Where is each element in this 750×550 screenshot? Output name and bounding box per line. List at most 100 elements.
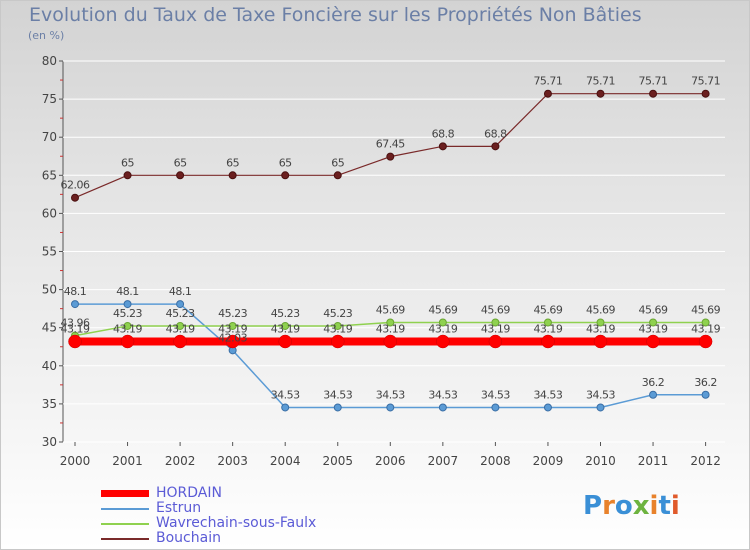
data-label: 45.69 [376,303,405,316]
data-label: 45.69 [639,303,668,316]
data-label: 34.53 [271,388,300,401]
data-label: 75.71 [691,75,720,88]
data-point [491,142,500,151]
x-tick-label: 2009 [533,454,564,468]
x-tick-label: 2000 [60,454,91,468]
data-point [386,152,395,161]
data-point [649,89,658,98]
data-point [698,334,713,349]
data-point [383,334,398,349]
data-label: 43.19 [639,322,668,335]
legend-label-bouchain: Bouchain [156,530,221,546]
x-tick-label: 2012 [690,454,721,468]
logo-letter: i [670,491,680,521]
data-label: 48.1 [116,285,139,298]
y-tick-label: 50 [42,283,57,297]
chart-title: Evolution du Taux de Taxe Foncière sur l… [29,4,642,26]
data-point [228,321,237,330]
data-label: 45.23 [166,307,195,320]
y-tick-label: 60 [42,206,57,220]
data-label: 43.19 [533,322,562,335]
logo-letter: t [658,491,671,521]
x-tick-label: 2002 [165,454,196,468]
legend-swatch-wavrechain [101,522,149,525]
y-tick-label: 70 [42,130,57,144]
data-label: 65 [174,156,187,169]
data-point [543,89,552,98]
data-point [438,318,447,327]
data-label: 68.8 [432,127,455,140]
data-label: 45.23 [323,307,352,320]
legend: HORDAIN Estrun Wavrechain-sous-Faulx Bou… [101,486,316,546]
data-point [438,403,447,412]
data-point [173,334,187,349]
data-point [176,300,185,309]
data-label: 45.23 [271,307,300,320]
unit-label: (en %) [28,29,65,42]
data-label: 43.19 [271,322,300,335]
data-point [281,171,290,180]
data-label: 34.53 [428,388,457,401]
data-label: 36.2 [694,376,717,389]
data-point [386,318,395,327]
data-point [176,321,185,330]
data-label: 34.53 [533,388,562,401]
data-point [176,171,185,180]
data-point [333,321,342,330]
y-tick-label: 75 [42,92,57,106]
data-label: 43.19 [481,322,510,335]
data-point [123,300,132,309]
x-tick-label: 2008 [480,454,511,468]
logo-letter: o [614,491,633,521]
data-point [593,334,608,349]
data-label: 62.06 [61,179,90,192]
data-point [596,318,605,327]
x-tick-label: 2004 [270,454,301,468]
data-label: 65 [121,156,134,169]
data-label: 67.45 [376,138,405,151]
data-point [123,321,132,330]
data-label: 65 [226,156,239,169]
data-point [438,142,447,151]
x-tick-label: 2001 [112,454,143,468]
data-label: 75.71 [586,75,615,88]
data-point [649,318,658,327]
data-label: 36.2 [642,376,665,389]
data-point [68,334,82,349]
data-point [281,321,290,330]
y-tick-label: 65 [42,168,57,182]
data-label: 48.1 [64,285,87,298]
data-point [331,334,345,349]
y-tick-label: 45 [42,321,57,335]
legend-label-hordain: HORDAIN [156,485,222,501]
data-label: 43.19 [323,322,352,335]
data-label: 75.71 [533,75,562,88]
x-tick-label: 2010 [585,454,616,468]
data-label: 34.53 [376,388,405,401]
x-tick-label: 2006 [375,454,406,468]
data-point [541,334,555,349]
data-point [596,403,605,412]
data-point [228,171,237,180]
data-label: 43.19 [61,322,90,335]
legend-label-wavrechain: Wavrechain-sous-Faulx [156,515,317,531]
data-label: 34.53 [323,388,352,401]
data-point [543,318,552,327]
data-point [646,334,660,349]
logo-letter: i [649,491,659,521]
data-label: 43.19 [166,322,195,335]
data-point [488,334,503,349]
data-point [333,171,342,180]
data-point [120,334,135,349]
data-point [281,403,290,412]
data-label: 45.69 [481,303,510,316]
data-label: 43.19 [376,322,405,335]
y-tick-label: 40 [42,359,57,373]
x-tick-label: 2003 [217,454,248,468]
data-point [491,403,500,412]
data-label: 43.19 [218,322,247,335]
data-label: 45.69 [428,303,457,316]
data-label: 45.69 [533,303,562,316]
data-label: 45.69 [691,303,720,316]
